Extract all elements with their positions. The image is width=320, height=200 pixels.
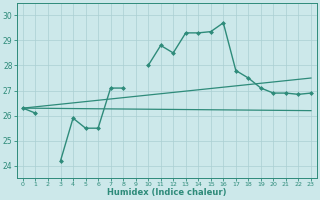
- X-axis label: Humidex (Indice chaleur): Humidex (Indice chaleur): [107, 188, 227, 197]
